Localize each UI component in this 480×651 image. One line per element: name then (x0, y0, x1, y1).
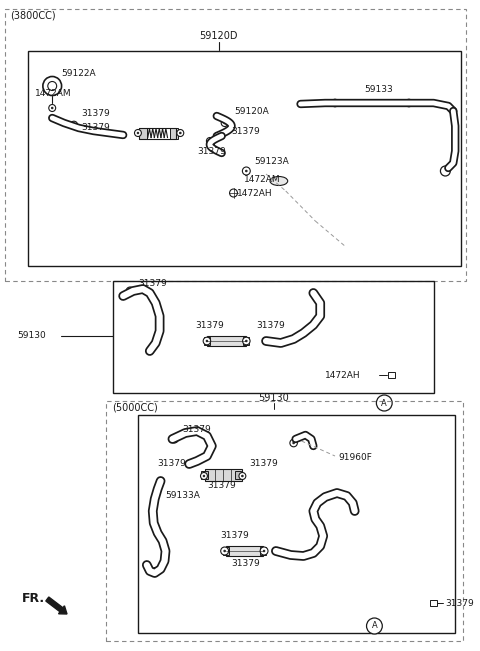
Circle shape (239, 473, 246, 480)
Text: 31379: 31379 (81, 109, 109, 118)
Text: 31379: 31379 (195, 322, 224, 331)
Bar (139, 128, 176, 139)
Circle shape (70, 121, 78, 129)
Text: (5000CC): (5000CC) (112, 403, 158, 413)
Text: 59130: 59130 (18, 331, 47, 340)
Circle shape (206, 340, 208, 342)
Bar (27, 51, 461, 266)
Bar (235, 471, 241, 479)
Text: 31379: 31379 (221, 531, 250, 540)
Text: (3800CC): (3800CC) (10, 10, 56, 20)
Circle shape (241, 475, 243, 477)
Circle shape (221, 547, 228, 555)
Circle shape (260, 547, 268, 555)
Circle shape (293, 442, 295, 444)
Circle shape (49, 105, 56, 111)
Text: 31379: 31379 (249, 458, 278, 467)
Text: FR.: FR. (22, 592, 45, 605)
Circle shape (405, 99, 413, 107)
Text: 1472AH: 1472AH (325, 372, 361, 380)
Text: 31379: 31379 (231, 126, 260, 135)
Text: 1472AM: 1472AM (35, 89, 71, 98)
Circle shape (201, 473, 207, 480)
Circle shape (73, 124, 75, 126)
Circle shape (224, 550, 226, 552)
Text: 31379: 31379 (182, 424, 211, 434)
Circle shape (203, 475, 205, 477)
Circle shape (441, 166, 450, 176)
Bar (5, 9, 466, 281)
Text: 59133A: 59133A (166, 492, 201, 501)
Circle shape (367, 618, 382, 634)
Text: 1472AM: 1472AM (244, 174, 281, 184)
Circle shape (229, 189, 238, 197)
Bar (138, 415, 455, 633)
Circle shape (170, 435, 179, 443)
Circle shape (180, 132, 181, 134)
Circle shape (203, 337, 211, 345)
Text: 59130: 59130 (259, 393, 289, 403)
Text: 31379: 31379 (445, 598, 474, 607)
Circle shape (173, 438, 175, 440)
Text: A: A (382, 398, 387, 408)
Circle shape (51, 107, 53, 109)
Text: A: A (372, 622, 377, 631)
Circle shape (126, 287, 134, 295)
Circle shape (245, 340, 247, 342)
Bar (113, 281, 433, 393)
Circle shape (242, 337, 250, 345)
Ellipse shape (270, 176, 288, 186)
Text: 59120D: 59120D (200, 31, 238, 41)
Circle shape (408, 102, 410, 104)
Circle shape (137, 132, 139, 134)
Text: 59123A: 59123A (254, 156, 289, 165)
Circle shape (290, 439, 298, 447)
Circle shape (221, 120, 228, 126)
Bar (243, 337, 249, 345)
Circle shape (334, 102, 336, 104)
Bar (260, 547, 266, 555)
Circle shape (129, 290, 131, 292)
FancyArrow shape (46, 597, 67, 614)
Bar (430, 600, 437, 606)
Text: 31379: 31379 (256, 322, 285, 331)
Text: 31379: 31379 (138, 279, 167, 288)
Text: 59133: 59133 (365, 85, 393, 94)
Text: 59122A: 59122A (61, 68, 96, 77)
Bar (223, 547, 228, 555)
Circle shape (331, 99, 339, 107)
Circle shape (48, 81, 57, 90)
Circle shape (376, 395, 392, 411)
Circle shape (206, 137, 213, 145)
Bar (201, 471, 208, 479)
Circle shape (242, 167, 250, 175)
Circle shape (209, 140, 211, 142)
Bar (207, 336, 246, 346)
Bar (139, 128, 147, 139)
Circle shape (43, 77, 61, 96)
Text: 31379: 31379 (207, 482, 236, 490)
Circle shape (134, 130, 142, 137)
Text: 31379: 31379 (231, 559, 260, 568)
Bar (107, 401, 463, 641)
Bar (388, 372, 395, 378)
Circle shape (177, 130, 184, 137)
Circle shape (245, 170, 247, 172)
Text: 91960F: 91960F (338, 454, 372, 462)
Circle shape (263, 550, 265, 552)
Bar (205, 469, 242, 481)
Text: 31379: 31379 (157, 458, 186, 467)
Circle shape (224, 122, 226, 124)
Bar (204, 337, 210, 345)
Text: 31379: 31379 (81, 124, 109, 133)
Text: 1472AH: 1472AH (237, 189, 272, 197)
Bar (170, 128, 179, 139)
Text: 31379: 31379 (197, 146, 226, 156)
Text: 59120A: 59120A (235, 107, 269, 115)
Bar (226, 546, 263, 556)
